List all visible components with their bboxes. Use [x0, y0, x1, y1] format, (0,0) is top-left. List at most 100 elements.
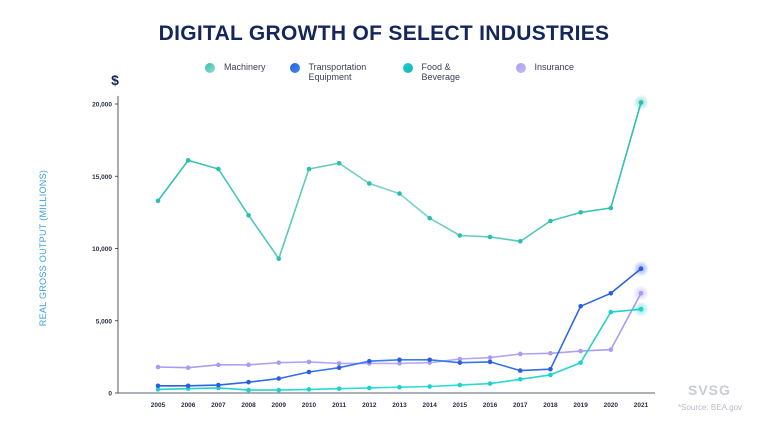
data-point-machinery	[246, 212, 251, 218]
data-point-insurance	[155, 364, 161, 370]
x-tick-label: 2009	[272, 402, 287, 409]
data-point-transportation-equipment	[306, 369, 312, 375]
data-point-insurance	[276, 360, 282, 365]
x-tick-label: 2008	[241, 402, 256, 409]
data-point-machinery	[216, 166, 221, 172]
data-point-insurance	[336, 361, 342, 366]
data-point-transportation-equipment	[427, 357, 432, 363]
legend-label: Insurance	[534, 62, 575, 72]
x-tick-label: 2015	[453, 402, 468, 409]
data-point-food-beverage	[638, 306, 644, 312]
data-point-transportation-equipment	[276, 376, 282, 381]
data-point-transportation-equipment	[246, 379, 251, 385]
x-tick-label: 2021	[634, 402, 649, 409]
data-point-food-beverage	[155, 387, 161, 392]
x-tick-label: 2017	[513, 402, 528, 409]
y-tick-label: 15,000	[92, 174, 112, 181]
data-point-transportation-equipment	[397, 357, 402, 363]
data-point-machinery	[276, 256, 282, 261]
data-point-machinery	[367, 181, 372, 186]
data-point-insurance	[608, 347, 614, 352]
series-line-food-beverage	[157, 308, 642, 391]
y-tick-label: 0	[108, 391, 112, 398]
data-point-machinery	[427, 215, 432, 221]
x-tick-label: 2006	[181, 402, 196, 409]
legend-marker-insurance	[515, 63, 526, 73]
data-point-food-beverage	[306, 387, 312, 392]
legend-item-insurance: Insurance	[515, 62, 575, 73]
legend-marker-transportation	[289, 63, 300, 73]
x-tick-label: 2011	[332, 402, 346, 409]
data-point-food-beverage	[276, 387, 282, 393]
data-point-machinery	[608, 205, 614, 211]
x-tick-label: 2016	[483, 402, 498, 409]
data-point-transportation-equipment	[155, 383, 161, 389]
data-point-food-beverage	[487, 381, 493, 386]
data-point-food-beverage	[367, 385, 372, 391]
y-axis-title: REAL GROSS OUTPUT (MILLIONS)	[38, 170, 48, 326]
data-point-transportation-equipment	[608, 290, 614, 296]
data-point-insurance	[638, 290, 644, 296]
data-point-transportation-equipment	[487, 359, 493, 365]
data-point-machinery	[457, 233, 463, 238]
data-point-transportation-equipment	[457, 360, 463, 365]
data-point-machinery	[578, 210, 583, 215]
x-tick-label: 2010	[302, 402, 317, 409]
data-point-machinery	[548, 218, 553, 224]
series-line-machinery	[157, 101, 642, 260]
data-point-machinery	[487, 234, 493, 240]
data-point-insurance	[216, 362, 221, 368]
data-point-machinery	[638, 100, 644, 105]
x-tick-label: 2005	[151, 402, 166, 409]
data-point-insurance	[397, 361, 402, 366]
data-point-insurance	[306, 359, 312, 365]
data-point-insurance	[517, 351, 523, 357]
legend-marker-food-beverage	[402, 63, 413, 73]
data-point-food-beverage	[427, 384, 432, 389]
data-point-food-beverage	[578, 360, 583, 365]
legend: Machinery Transportation Equipment Food …	[205, 62, 598, 82]
data-point-food-beverage	[517, 376, 523, 382]
x-tick-label: 2020	[604, 402, 619, 409]
data-point-insurance	[246, 362, 251, 368]
data-point-transportation-equipment	[336, 365, 342, 371]
data-point-food-beverage	[457, 382, 463, 388]
data-point-food-beverage	[608, 309, 614, 315]
data-point-transportation-equipment	[185, 383, 191, 389]
x-tick-label: 2013	[392, 402, 407, 409]
legend-label: Transportation Equipment	[308, 62, 367, 82]
x-tick-label: 2018	[543, 402, 558, 409]
data-point-food-beverage	[246, 387, 251, 393]
source-note: *Source: BEA.gov	[678, 403, 743, 412]
data-point-food-beverage	[397, 384, 402, 390]
legend-label: Machinery	[224, 62, 266, 72]
data-point-insurance	[578, 348, 583, 354]
data-point-transportation-equipment	[548, 366, 553, 372]
y-tick-label: 20,000	[92, 102, 112, 109]
brand-logo: SVSG	[688, 382, 731, 398]
data-point-insurance	[487, 355, 493, 360]
x-tick-label: 2012	[362, 402, 377, 409]
data-point-machinery	[336, 160, 342, 166]
x-tick-label: 2007	[211, 402, 226, 409]
data-point-transportation-equipment	[517, 368, 523, 373]
data-point-machinery	[185, 158, 191, 163]
data-point-insurance	[548, 350, 553, 356]
data-point-machinery	[517, 238, 523, 244]
data-point-insurance	[185, 365, 191, 371]
data-point-food-beverage	[548, 372, 553, 378]
chart-title: DIGITAL GROWTH OF SELECT INDUSTRIES	[158, 22, 610, 45]
legend-item-transportation: Transportation Equipment	[289, 62, 379, 82]
data-point-insurance	[457, 356, 463, 362]
data-point-transportation-equipment	[578, 304, 583, 309]
legend-marker-machinery	[205, 63, 215, 73]
data-point-food-beverage	[336, 386, 342, 391]
x-tick-label: 2019	[573, 402, 588, 409]
data-point-transportation-equipment	[638, 266, 644, 272]
x-tick-label: 2014	[422, 402, 437, 409]
data-point-machinery	[306, 166, 312, 172]
legend-item-machinery: Machinery	[205, 62, 266, 73]
legend-item-food-beverage: Food & Beverage	[402, 62, 492, 82]
y-unit-label: $	[111, 72, 119, 88]
